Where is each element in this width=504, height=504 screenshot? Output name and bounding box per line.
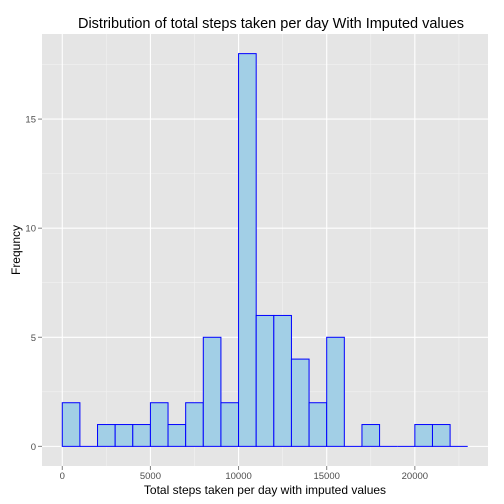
x-tick-label: 5000	[140, 471, 161, 482]
x-tick-label: 15000	[313, 471, 339, 482]
histogram-bar	[114, 424, 134, 447]
histogram-bar	[149, 402, 169, 447]
histogram-bar	[185, 402, 204, 447]
histogram-bar	[167, 424, 187, 447]
y-tick-label: 10	[25, 224, 36, 235]
y-tick-label: 5	[31, 333, 36, 344]
x-axis-title: Total steps taken per day with imputed v…	[144, 483, 386, 497]
histogram-bar	[132, 424, 151, 447]
histogram-bar	[414, 424, 433, 447]
x-axis: 0 5000 10000 15000 20000	[60, 466, 428, 482]
y-tick-label: 0	[31, 442, 36, 453]
histogram-bar	[290, 358, 310, 447]
y-axis: 0 5 10 15	[25, 115, 42, 453]
histogram-bar	[326, 336, 345, 447]
histogram-bar	[273, 314, 292, 447]
histogram-bar	[431, 424, 451, 447]
histogram-bar	[97, 424, 116, 447]
histogram-bar	[220, 402, 240, 447]
histogram-bars	[61, 53, 468, 447]
histogram-bar	[202, 336, 222, 447]
x-tick-label: 10000	[225, 471, 251, 482]
x-tick-label: 0	[60, 471, 65, 482]
histogram-bar	[238, 53, 257, 447]
y-axis-title: Frequncy	[9, 225, 23, 275]
histogram-bar	[255, 314, 275, 447]
histogram-bar	[361, 424, 381, 447]
histogram-bar	[61, 402, 81, 447]
chart-title: Distribution of total steps taken per da…	[78, 16, 464, 32]
x-tick-label: 20000	[402, 471, 428, 482]
y-tick-label: 15	[25, 115, 36, 126]
histogram-bar	[308, 402, 328, 447]
